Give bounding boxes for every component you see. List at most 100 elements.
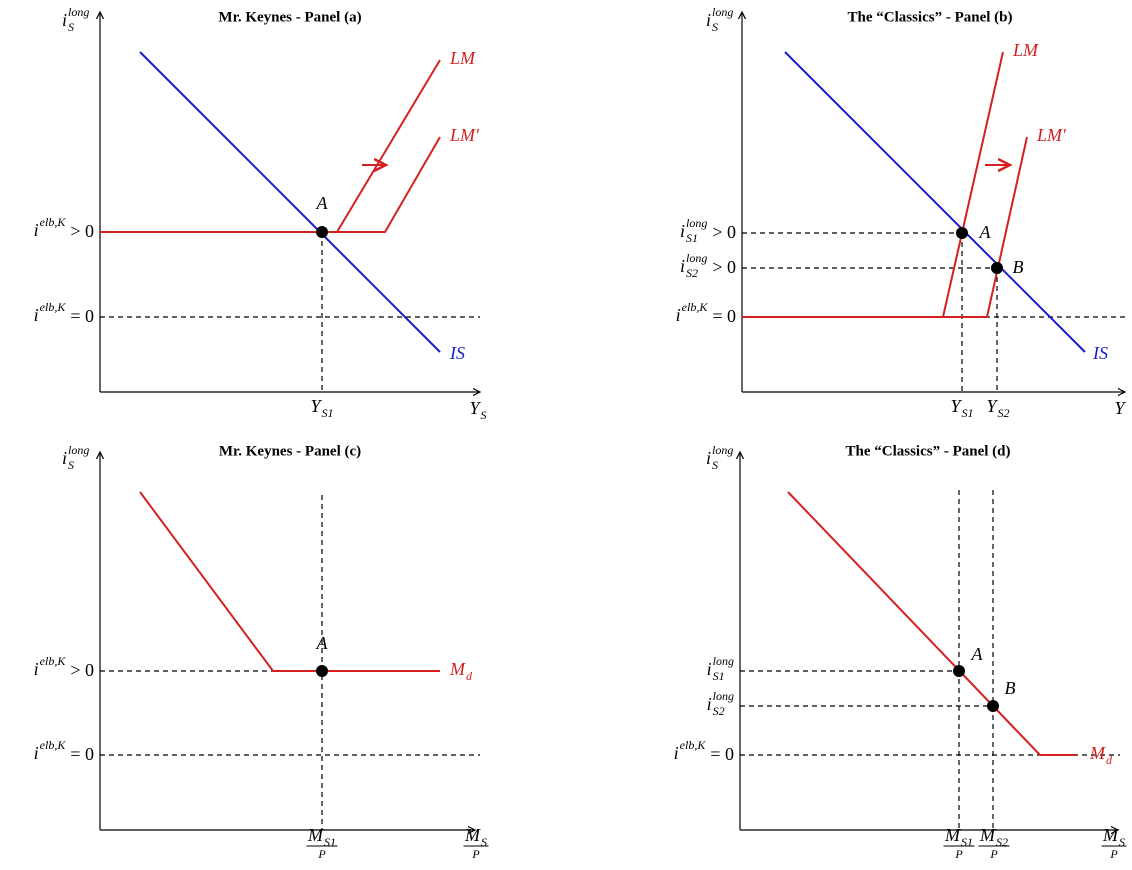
label-sub: S2 — [996, 835, 1008, 849]
label-sup: elb,K — [40, 738, 67, 752]
red-curve — [139, 491, 440, 672]
x-axis-label: Y — [1114, 398, 1126, 418]
label-sub: d — [1106, 753, 1113, 767]
curve-label: IS — [1092, 343, 1108, 363]
label-sup: long — [68, 5, 89, 19]
y-level-label: i elb,K > 0 — [34, 215, 94, 241]
panel-title: Mr. Keynes - Panel (c) — [219, 443, 361, 459]
label-sup: long — [686, 251, 707, 265]
label-rest: > 0 — [712, 222, 736, 242]
label-base: Y — [986, 396, 998, 416]
label-sub: S — [68, 458, 74, 472]
numerator: M S2 — [979, 825, 1008, 849]
label-sub: S — [712, 20, 718, 34]
label-sup: long — [68, 443, 89, 457]
point-label: A — [971, 644, 984, 664]
label-sub: S1 — [962, 406, 974, 420]
panel-title: The “Classics” - Panel (d) — [846, 443, 1011, 459]
label-base: LM′ — [1036, 125, 1067, 145]
label-rest: = 0 — [712, 306, 736, 326]
curve-label: LM′ — [1036, 125, 1067, 145]
panel-title: The “Classics” - Panel (b) — [848, 9, 1013, 25]
equilibrium-point — [316, 226, 328, 238]
curve-label: LM — [1012, 40, 1039, 60]
label-base: i — [34, 220, 39, 240]
label-base: i — [680, 256, 685, 276]
y-level-label: i elb,K = 0 — [676, 300, 736, 326]
is-curve — [784, 51, 1086, 353]
y-level-label: i elb,K = 0 — [674, 738, 734, 764]
x-axis-label: M SP — [463, 825, 489, 861]
label-rest: = 0 — [70, 744, 94, 764]
denominator: P — [317, 847, 326, 861]
point-label: B — [1013, 257, 1024, 277]
denominator: P — [471, 847, 480, 861]
label-sup: long — [712, 5, 733, 19]
label-base: M — [979, 825, 996, 845]
point-label: B — [1005, 678, 1016, 698]
red-curve — [943, 136, 1028, 318]
equilibrium-point — [956, 227, 968, 239]
label-base: i — [707, 694, 712, 714]
label-base: i — [674, 743, 679, 763]
x-level-label: M S1P — [943, 825, 975, 861]
label-base: IS — [1092, 343, 1108, 363]
label-sub: S1 — [324, 835, 336, 849]
red-curve — [100, 59, 441, 233]
label-base: M — [464, 825, 481, 845]
numerator: M S1 — [944, 825, 973, 849]
label-base: M — [449, 659, 466, 679]
red-curve — [742, 51, 1004, 318]
label-sup: elb,K — [40, 654, 67, 668]
label-base: i — [34, 305, 39, 325]
equilibrium-point — [987, 700, 999, 712]
label-base: i — [34, 659, 39, 679]
curve-label: LM — [449, 48, 476, 68]
label-base: LM — [449, 48, 476, 68]
label-base: M — [944, 825, 961, 845]
label-sub: d — [466, 669, 473, 683]
label-sub: S — [481, 835, 487, 849]
denominator: P — [954, 847, 963, 861]
equilibrium-point — [991, 262, 1003, 274]
label-base: M — [1102, 825, 1119, 845]
label-base: Y — [469, 398, 481, 418]
point-label: A — [316, 633, 329, 653]
curve-label: IS — [449, 343, 465, 363]
label-sub: S1 — [961, 835, 973, 849]
label-base: M — [1089, 743, 1106, 763]
is-curve — [139, 51, 441, 353]
label-sub: S1 — [686, 231, 698, 245]
label-sub: S — [712, 458, 718, 472]
label-base: i — [707, 659, 712, 679]
label-sup: long — [713, 654, 734, 668]
y-level-label: i elb,K = 0 — [34, 300, 94, 326]
label-sup: elb,K — [682, 300, 709, 314]
label-base: i — [706, 10, 711, 30]
label-sub: S — [1119, 835, 1125, 849]
label-base: i — [34, 743, 39, 763]
label-sub: S — [68, 20, 74, 34]
y-level-label: i elb,K > 0 — [34, 654, 94, 680]
equilibrium-point — [953, 665, 965, 677]
label-sub: S2 — [998, 406, 1010, 420]
label-sub: S2 — [713, 704, 725, 718]
equilibrium-point — [316, 665, 328, 677]
label-sub: S1 — [322, 406, 334, 420]
label-base: IS — [449, 343, 465, 363]
label-sup: long — [713, 689, 734, 703]
label-sub: S2 — [686, 266, 698, 280]
label-base: M — [307, 825, 324, 845]
denominator: P — [1109, 847, 1118, 861]
label-base: i — [706, 448, 711, 468]
x-level-label: Y S1 — [950, 396, 973, 420]
